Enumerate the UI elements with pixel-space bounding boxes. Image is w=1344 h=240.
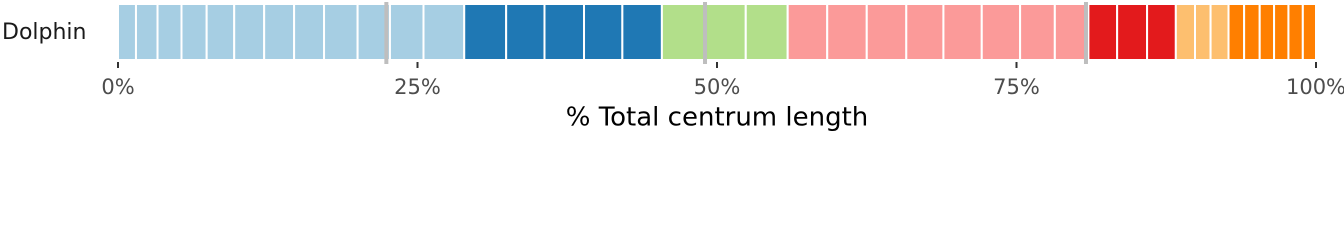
bar-segment [786, 3, 829, 61]
chart: Dolphin % Total centrum length 0% 25% 50% 7… [2, 2, 1344, 133]
category-label: Dolphin [2, 20, 86, 45]
x-tick-label: 50% [694, 75, 741, 99]
bar-segment [463, 3, 508, 61]
bar-segment [744, 3, 789, 61]
x-tick-label: 25% [394, 75, 441, 99]
bar-segment [156, 3, 183, 61]
bar-segment [117, 3, 137, 61]
bar-segment [543, 3, 586, 61]
bar-segment [1209, 3, 1230, 61]
bar-segment [1258, 3, 1276, 61]
bar-segment [293, 3, 326, 61]
bar-segment [826, 3, 868, 61]
bar-segment [233, 3, 266, 61]
bar-segment [505, 3, 546, 61]
bar-segment [1053, 3, 1090, 61]
bar-segment [1243, 3, 1261, 61]
x-tick-label: 100% [1286, 75, 1344, 99]
bar-segment [1019, 3, 1056, 61]
bar-segment [905, 3, 945, 61]
bar-segment [1116, 3, 1149, 61]
bar-segment [583, 3, 624, 61]
x-axis-title: % Total centrum length [566, 103, 869, 133]
bar-segment [865, 3, 908, 61]
bar-segment [205, 3, 236, 61]
bar-segment [704, 3, 747, 61]
bar-segment [1194, 3, 1212, 61]
bar-segment [1087, 3, 1119, 61]
bar-segment [621, 3, 663, 61]
bar-segment [388, 3, 425, 61]
bar-segment [942, 3, 983, 61]
bar-segment [660, 3, 707, 61]
bar-segment [1287, 3, 1304, 61]
x-tick-label: 75% [993, 75, 1040, 99]
bar-segment [980, 3, 1022, 61]
bar-segment [263, 3, 296, 61]
bar-segment [323, 3, 359, 61]
bar-segment [422, 3, 466, 61]
x-tick-label: 0% [101, 75, 134, 99]
bar-segment [1227, 3, 1246, 61]
bar-segment [1174, 3, 1197, 61]
bar-segment [1146, 3, 1177, 61]
bar-segment [1301, 3, 1318, 61]
bar-segment [1273, 3, 1290, 61]
bar-segment [134, 3, 159, 61]
bar-segment [180, 3, 208, 61]
